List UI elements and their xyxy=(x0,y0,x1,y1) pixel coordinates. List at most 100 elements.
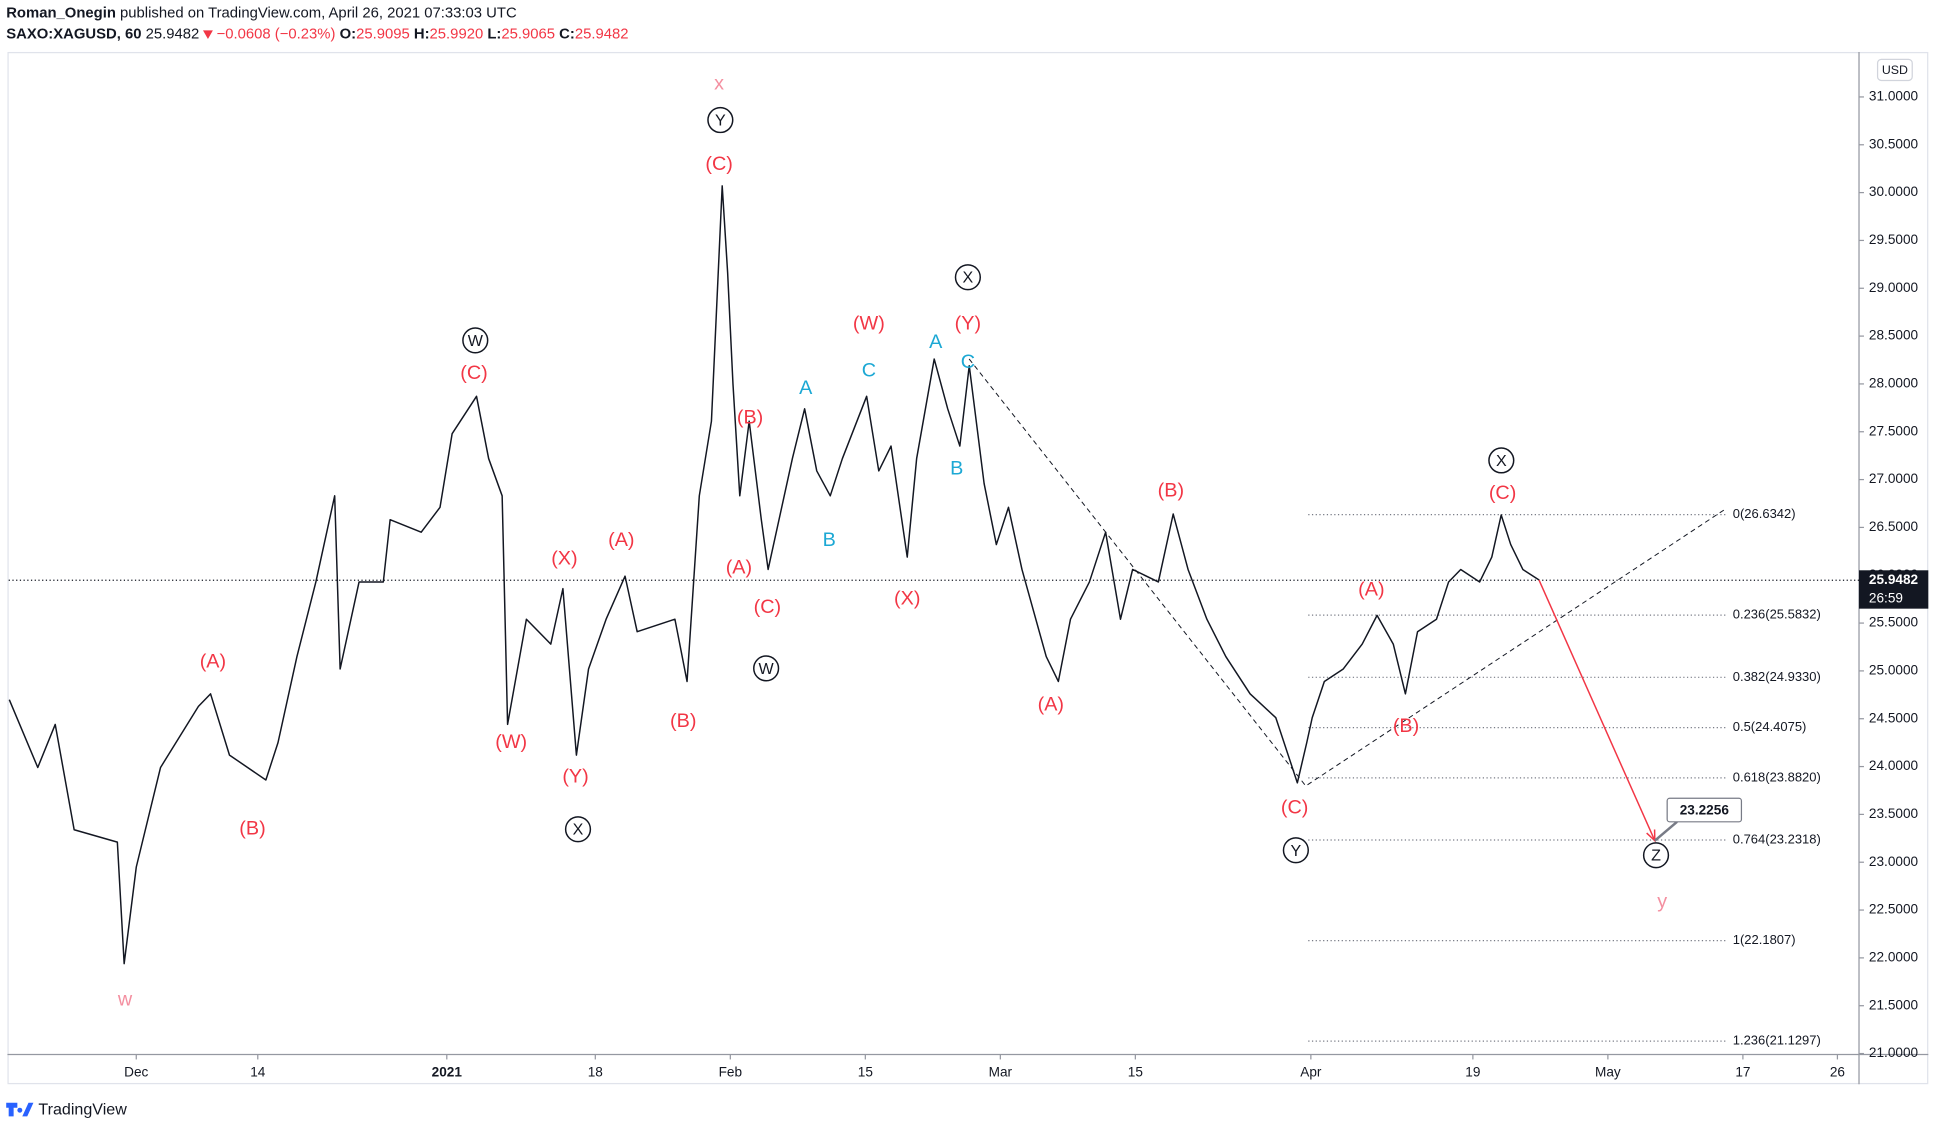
wave-label: (W) xyxy=(495,731,527,753)
wave-label: (Y) xyxy=(955,313,981,335)
fib-label: 0(26.6342) xyxy=(1733,506,1796,521)
y-tick-label: 29.0000 xyxy=(1869,280,1919,295)
y-tick-label: 24.0000 xyxy=(1869,758,1919,773)
price-line xyxy=(8,185,1540,965)
wave-label: (C) xyxy=(1281,796,1308,818)
y-tick-label: 25.0000 xyxy=(1869,662,1919,677)
wave-label: (X) xyxy=(551,548,577,570)
wave-label: A xyxy=(799,377,813,399)
target-box xyxy=(1666,797,1743,823)
fib-label: 1.236(21.1297) xyxy=(1733,1033,1821,1048)
wave-label: W xyxy=(468,332,484,350)
currency: USD xyxy=(1882,63,1908,77)
wave-label: (C) xyxy=(754,596,781,618)
footer-brand: TradingView xyxy=(38,1100,127,1118)
wave-circle xyxy=(564,816,592,843)
wave-label: (B) xyxy=(670,710,696,732)
x-tick-label: Feb xyxy=(719,1065,742,1080)
change: −0.0608 (−0.23%) xyxy=(217,27,336,43)
wave-label: C xyxy=(961,351,975,373)
y-tick-label: 22.0000 xyxy=(1869,949,1919,964)
wave-label: (B) xyxy=(1393,715,1419,737)
price: 25.9482 xyxy=(146,27,200,43)
wave-label: (A) xyxy=(1038,694,1064,716)
wave-label: Y xyxy=(1290,842,1301,860)
down-arrow-icon xyxy=(202,30,213,39)
y-tick-label: 31.0000 xyxy=(1869,89,1919,104)
last-price-badge xyxy=(1859,570,1929,609)
y-tick-label: 27.5000 xyxy=(1869,423,1919,438)
l-label: L: xyxy=(487,27,501,43)
wave-circle xyxy=(954,264,982,291)
x-tick-label: Apr xyxy=(1300,1065,1322,1080)
fib-label: 0.236(25.5832) xyxy=(1733,607,1821,622)
y-tick-label: 26.5000 xyxy=(1869,519,1919,534)
wave-label: (B) xyxy=(1158,480,1184,502)
y-tick-label: 30.5000 xyxy=(1869,136,1919,151)
y-tick-label: 25.5000 xyxy=(1869,615,1919,630)
wave-circle xyxy=(753,655,780,682)
x-tick-label: 19 xyxy=(1465,1065,1480,1080)
currency-badge xyxy=(1876,58,1913,82)
l-value: 25.9065 xyxy=(501,27,555,43)
wave-circle xyxy=(707,106,734,134)
wave-label: X xyxy=(573,821,584,839)
chart-frame xyxy=(7,51,1929,1085)
fib-label: 0.5(24.4075) xyxy=(1733,719,1807,734)
wave-label: B xyxy=(950,457,963,479)
wave-label: (B) xyxy=(737,407,763,429)
trend-line xyxy=(968,358,1725,787)
wave-label: w xyxy=(117,988,133,1010)
target-label: 23.2256 xyxy=(1680,802,1730,817)
x-tick-label: 26 xyxy=(1830,1065,1845,1080)
fib-label: 0.382(24.9330) xyxy=(1733,669,1821,684)
footer-logo xyxy=(6,1102,34,1117)
wave-label: (C) xyxy=(460,362,487,384)
wave-label: C xyxy=(862,360,876,382)
wave-circle xyxy=(462,327,489,354)
wave-circle xyxy=(1488,447,1515,474)
x-tick-label: Dec xyxy=(124,1065,148,1080)
last-price-label: 25.9482 xyxy=(1869,572,1919,587)
fib-label: 1(22.1807) xyxy=(1733,932,1796,947)
wave-label: X xyxy=(1496,452,1507,470)
wave-label: Y xyxy=(715,112,726,130)
x-tick-label: 15 xyxy=(1128,1065,1143,1080)
header-line-1: Roman_Onegin published on TradingView.co… xyxy=(6,6,517,22)
wave-label: (B) xyxy=(239,817,265,839)
y-tick-label: 28.0000 xyxy=(1869,376,1919,391)
logo-icon xyxy=(6,1102,34,1117)
x-tick-label: 2021 xyxy=(432,1065,463,1080)
wave-label: (A) xyxy=(1358,579,1384,601)
x-tick-label: 15 xyxy=(858,1065,873,1080)
wave-circle xyxy=(1282,837,1309,864)
y-tick-label: 30.0000 xyxy=(1869,184,1919,199)
wave-label: (A) xyxy=(200,650,226,672)
wave-label: x xyxy=(714,72,724,94)
wave-label: (A) xyxy=(726,556,752,578)
y-tick-label: 24.5000 xyxy=(1869,710,1919,725)
symbol: SAXO:XAGUSD, 60 xyxy=(6,27,141,43)
y-tick-label: 23.0000 xyxy=(1869,854,1919,869)
o-value: 25.9095 xyxy=(356,27,410,43)
c-label: C: xyxy=(559,27,575,43)
wave-label: (W) xyxy=(853,313,885,335)
author: Roman_Onegin xyxy=(6,6,116,22)
c-value: 25.9482 xyxy=(575,27,629,43)
published: published on TradingView.com, April 26, … xyxy=(120,6,517,22)
wave-label: (C) xyxy=(1489,482,1516,504)
y-tick-label: 22.5000 xyxy=(1869,902,1919,917)
y-tick-label: 27.0000 xyxy=(1869,471,1919,486)
x-tick-label: May xyxy=(1595,1065,1621,1080)
wave-label: B xyxy=(823,529,836,551)
h-label: H: xyxy=(414,27,430,43)
x-tick-label: 17 xyxy=(1735,1065,1750,1080)
wave-label: (A) xyxy=(608,529,634,551)
fib-label: 0.618(23.8820) xyxy=(1733,769,1821,784)
fib-label: 0.764(23.2318) xyxy=(1733,831,1821,846)
x-tick-label: 18 xyxy=(588,1065,603,1080)
countdown-label: 26:59 xyxy=(1869,590,1903,605)
y-tick-label: 21.5000 xyxy=(1869,997,1919,1012)
